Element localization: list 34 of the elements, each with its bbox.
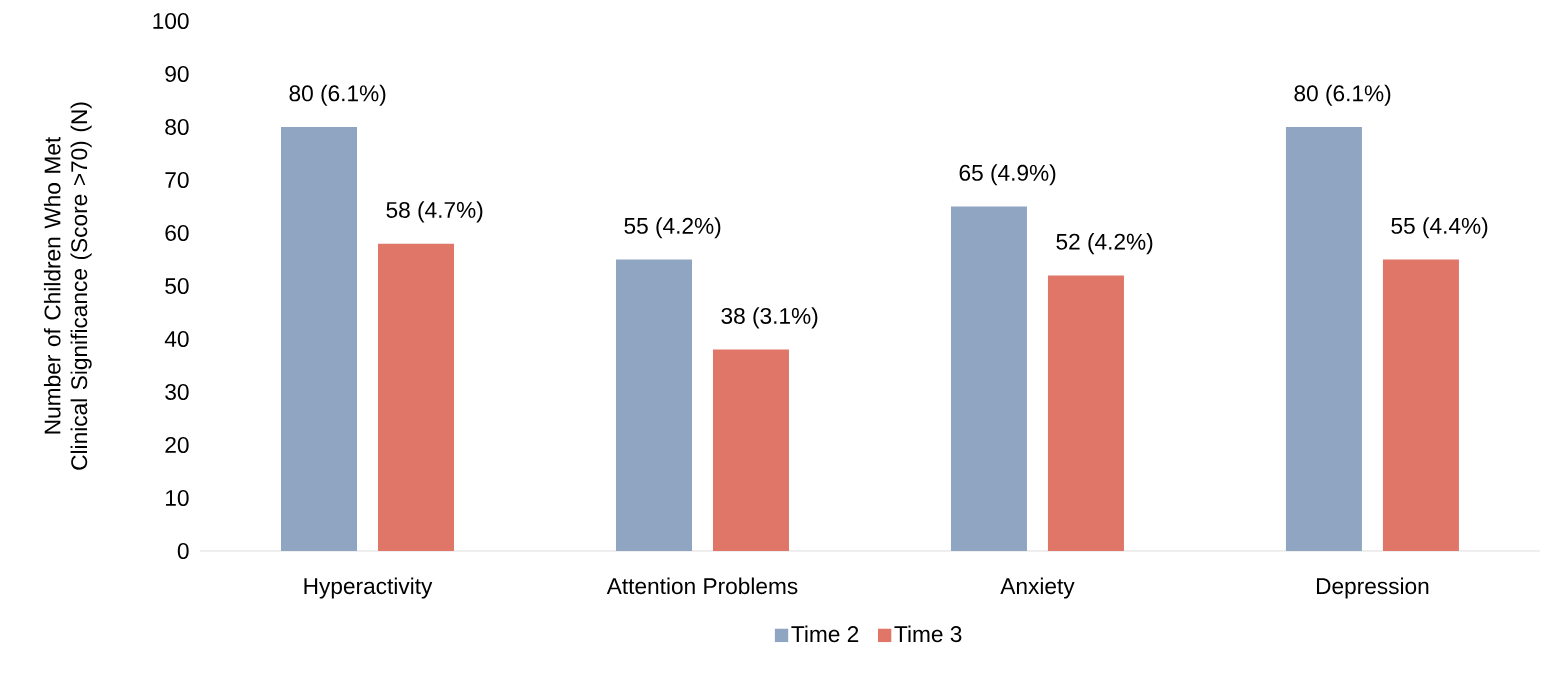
y-tick-label: 20 bbox=[165, 436, 189, 454]
y-tick-label: 100 bbox=[153, 12, 189, 30]
bar bbox=[615, 259, 692, 551]
y-tick-label: 40 bbox=[164, 330, 189, 348]
x-tick-label: Anxiety bbox=[1000, 577, 1075, 599]
y-tick-label: 30 bbox=[165, 383, 189, 401]
x-tick-label: Hyperactivity bbox=[304, 577, 433, 599]
y-tick-label: 50 bbox=[165, 277, 189, 295]
legend-label: Time 2 bbox=[791, 625, 859, 643]
y-tick-label: 0 bbox=[177, 542, 189, 560]
bar bbox=[1382, 259, 1459, 551]
y-tick-label: 70 bbox=[165, 171, 189, 189]
legend-label: Time 3 bbox=[894, 625, 962, 643]
bar bbox=[281, 126, 357, 551]
x-tick-label: Attention Problems bbox=[606, 577, 798, 595]
data-label: 52 (4.2%) bbox=[1056, 233, 1153, 255]
data-label: 80 (6.1%) bbox=[289, 84, 386, 106]
y-tick-label: 80 bbox=[165, 118, 189, 136]
bar bbox=[378, 243, 454, 551]
data-label: 65 (4.9%) bbox=[959, 164, 1056, 186]
data-label: 58 (4.7%) bbox=[386, 201, 483, 223]
x-tick-label: Depression bbox=[1316, 577, 1429, 599]
data-label: 55 (4.2%) bbox=[624, 217, 721, 239]
y-tick-label: 60 bbox=[165, 224, 189, 242]
bar bbox=[950, 206, 1027, 551]
data-label: 55 (4.4%) bbox=[1391, 217, 1488, 239]
bar bbox=[712, 349, 789, 551]
y-tick-label: 10 bbox=[166, 489, 189, 507]
data-label: 80 (6.1%) bbox=[1294, 84, 1391, 106]
y-axis-title: Number of Children Who Met Clinical Significance (Score >70) (N) bbox=[43, 102, 92, 470]
data-label: 38 (3.1%) bbox=[721, 307, 818, 329]
bar bbox=[1285, 126, 1362, 551]
y-tick-label: 90 bbox=[165, 65, 189, 83]
bar bbox=[1047, 275, 1124, 551]
